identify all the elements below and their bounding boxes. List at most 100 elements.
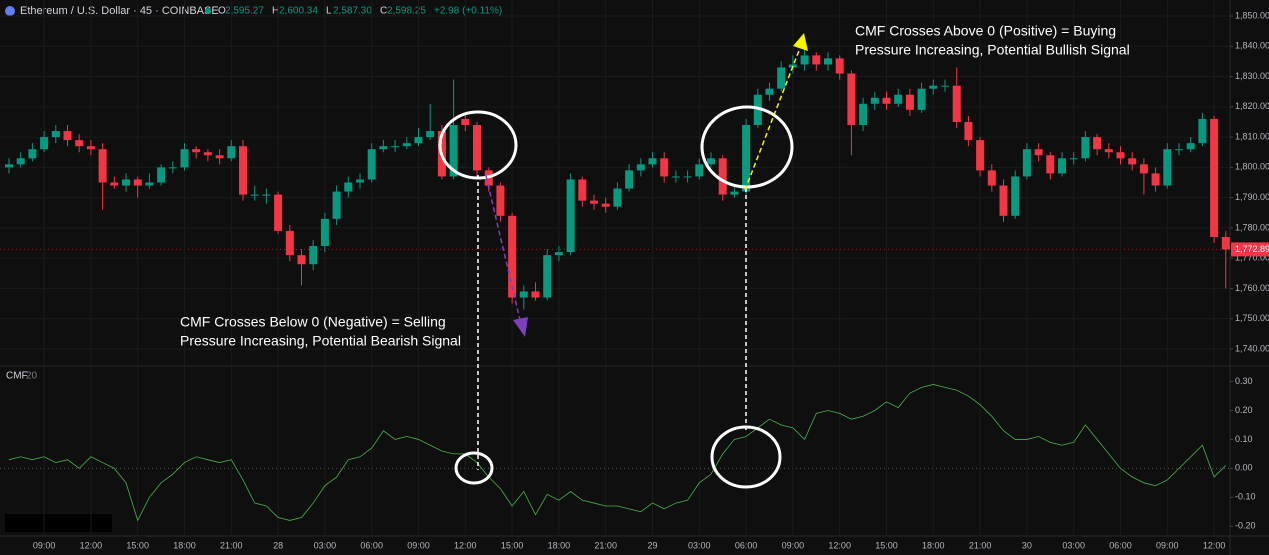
redaction xyxy=(5,514,112,532)
legend-value: 2,598.25 xyxy=(387,6,426,17)
candle-body xyxy=(1058,158,1066,174)
candle-body xyxy=(648,158,657,165)
y-tick-label: 1,760.00 xyxy=(1235,283,1269,293)
x-tick-label: 18:00 xyxy=(548,540,571,550)
legend-value: 2,595.27 xyxy=(225,6,264,17)
candle-body xyxy=(239,146,247,195)
y-tick-label: 1,810.00 xyxy=(1235,131,1269,141)
candle-body xyxy=(1175,149,1183,151)
x-tick-label: 15:00 xyxy=(126,540,149,550)
candle-body xyxy=(1139,164,1148,174)
candle-body xyxy=(882,97,891,104)
candle-body xyxy=(1163,149,1172,186)
candle-body xyxy=(98,149,107,183)
y-tick-label: 1,800.00 xyxy=(1235,162,1269,172)
candle-body xyxy=(905,94,914,110)
candle-body xyxy=(344,182,353,192)
candle-body xyxy=(777,67,786,89)
ohlc-legend: O 2,595.27 H 2,600.34 L 2,587.30 C 2,598.25 +2.9… xyxy=(218,6,502,17)
candle-body xyxy=(157,167,166,183)
candle-body xyxy=(262,194,271,196)
legend-label: O xyxy=(218,6,226,17)
symbol-title[interactable]: Ethereum / U.S. Dollar · 45 · COINBASE xyxy=(20,5,219,17)
annotation-text: CMF Crosses Above 0 (Positive) = Buying xyxy=(855,23,1116,39)
candle-body xyxy=(356,179,364,183)
candle-body xyxy=(625,170,634,189)
candle-body xyxy=(367,149,376,180)
candle-body xyxy=(180,149,189,168)
candle-body xyxy=(929,85,938,89)
candle-body xyxy=(332,191,341,219)
highlight-circle xyxy=(700,105,794,189)
x-tick-label: 12:00 xyxy=(1203,540,1226,550)
candle-body xyxy=(496,185,505,216)
candle-body xyxy=(683,176,692,178)
legend-change: +2.98 (+0.11%) xyxy=(434,6,502,17)
legend-value: 2,600.34 xyxy=(279,6,318,17)
candle-body xyxy=(122,179,130,186)
candle-body xyxy=(941,85,949,87)
indicator-title[interactable]: CMF xyxy=(6,371,28,382)
y-tick-label: 1,780.00 xyxy=(1235,222,1269,232)
candle-body xyxy=(473,124,481,171)
candle-body xyxy=(5,164,13,168)
candle-body xyxy=(671,176,680,178)
candle-body xyxy=(859,103,868,125)
candle-body xyxy=(414,137,423,144)
x-tick-label: 09:00 xyxy=(782,540,805,550)
candle-body xyxy=(590,200,598,204)
legend-label: C xyxy=(380,6,387,17)
y-tick-label: 0.00 xyxy=(1235,463,1253,473)
candle-body xyxy=(110,182,119,186)
arrow-head xyxy=(793,33,808,51)
x-tick-label: 30 xyxy=(1022,540,1032,550)
candle-body xyxy=(976,140,985,171)
x-tick-label: 12:00 xyxy=(454,540,477,550)
candle-body xyxy=(1034,149,1043,156)
y-tick-label: 0.30 xyxy=(1235,376,1253,386)
candle-body xyxy=(999,185,1008,216)
x-tick-label: 21:00 xyxy=(594,540,617,550)
candle-body xyxy=(835,58,844,74)
candle-body xyxy=(824,58,832,65)
arrow-head xyxy=(513,317,528,337)
candle-body xyxy=(765,88,774,95)
candle-body xyxy=(1022,149,1031,177)
x-tick-label: 06:00 xyxy=(735,540,758,550)
candle-body xyxy=(695,164,704,177)
y-tick-label: 1,790.00 xyxy=(1235,192,1269,202)
candle-body xyxy=(613,188,622,207)
candle-body xyxy=(753,94,762,125)
candle-body xyxy=(145,182,154,186)
candle-body xyxy=(274,194,283,231)
x-tick-label: 12:00 xyxy=(828,540,851,550)
annotation-text: Pressure Increasing, Potential Bullish S… xyxy=(855,42,1130,58)
candle-body xyxy=(508,215,517,298)
candle-body xyxy=(285,230,294,256)
y-tick-label: 1,830.00 xyxy=(1235,71,1269,81)
x-tick-label: 21:00 xyxy=(220,540,243,550)
y-tick-label: 0.20 xyxy=(1235,405,1253,415)
candle-body xyxy=(1198,118,1207,144)
candle-body xyxy=(554,252,563,256)
candle-body xyxy=(800,55,809,65)
annotation-text: CMF Crosses Below 0 (Negative) = Selling xyxy=(180,314,446,330)
y-tick-label: 1,740.00 xyxy=(1235,343,1269,353)
candle-body xyxy=(660,158,669,177)
candle-body xyxy=(1046,155,1055,174)
x-tick-label: 29 xyxy=(647,540,657,550)
candle-body xyxy=(192,149,201,153)
candle-body xyxy=(449,124,458,177)
symbol-logo xyxy=(5,6,15,16)
x-tick-label: 06:00 xyxy=(360,540,383,550)
candle-body xyxy=(952,85,961,122)
x-tick-label: 09:00 xyxy=(1156,540,1179,550)
candle-body xyxy=(1081,137,1090,159)
candle-body xyxy=(51,131,60,138)
candle-body xyxy=(28,149,37,159)
candle-body xyxy=(812,55,821,65)
annotations: CMF Crosses Below 0 (Negative) = Selling… xyxy=(180,23,1130,349)
candle-body xyxy=(379,146,388,150)
candle-body xyxy=(426,131,435,138)
